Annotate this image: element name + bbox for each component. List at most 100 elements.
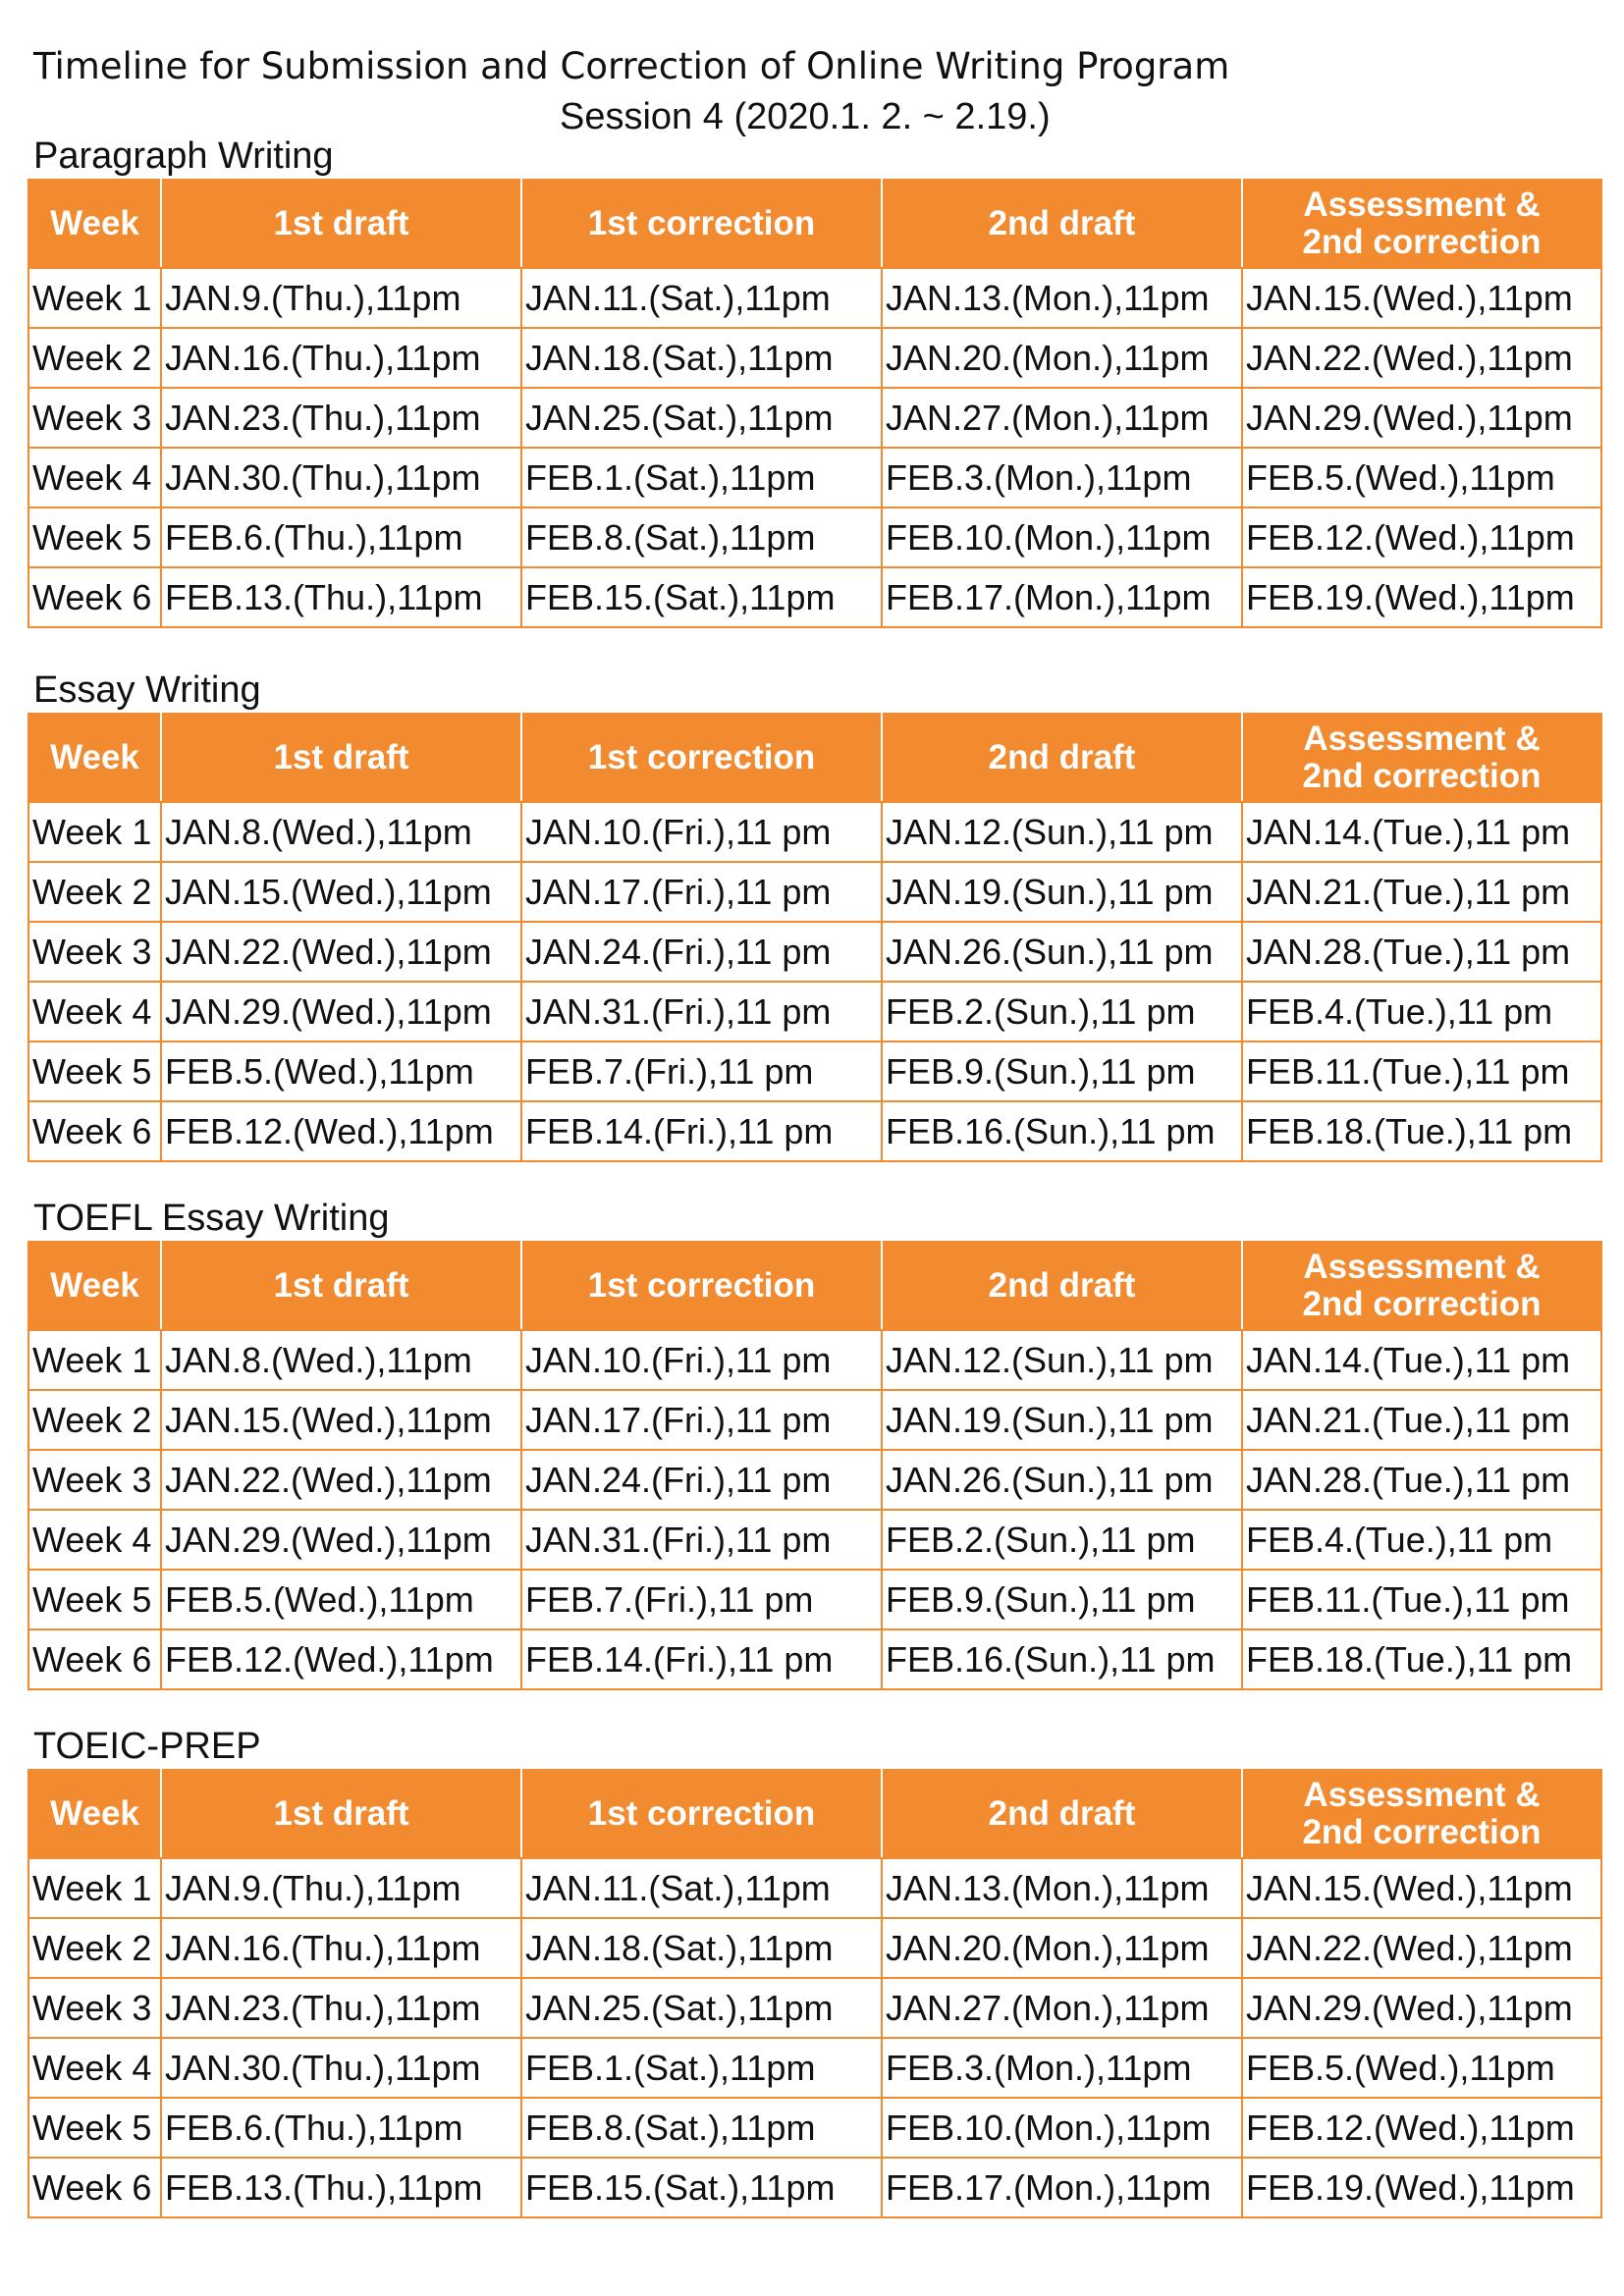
- first-correction-cell: JAN.25.(Sat.),11pm: [520, 387, 883, 449]
- table-header-row: Week 1st draft 1st correction 2nd draft …: [27, 713, 1602, 803]
- table-header-row: Week 1st draft 1st correction 2nd draft …: [27, 179, 1602, 269]
- assessment-cell: JAN.21.(Tue.),11 pm: [1241, 861, 1602, 923]
- header-assessment-line2: 2nd correction: [1302, 757, 1542, 795]
- header-week: Week: [27, 713, 162, 803]
- first-draft-cell: FEB.5.(Wed.),11pm: [160, 1569, 522, 1630]
- assessment-cell: JAN.22.(Wed.),11pm: [1241, 1917, 1602, 1979]
- assessment-cell: FEB.5.(Wed.),11pm: [1241, 2037, 1602, 2099]
- week-cell: Week 2: [27, 327, 162, 389]
- header-week: Week: [27, 1241, 162, 1331]
- second-draft-cell: JAN.12.(Sun.),11 pm: [881, 1329, 1243, 1391]
- first-correction-cell: JAN.18.(Sat.),11pm: [520, 1917, 883, 1979]
- first-correction-cell: FEB.15.(Sat.),11pm: [520, 2157, 883, 2218]
- first-correction-cell: FEB.14.(Fri.),11 pm: [520, 1629, 883, 1690]
- second-draft-cell: JAN.12.(Sun.),11 pm: [881, 801, 1243, 863]
- week-cell: Week 1: [27, 801, 162, 863]
- week-cell: Week 6: [27, 1629, 162, 1690]
- second-draft-cell: FEB.2.(Sun.),11 pm: [881, 1509, 1243, 1571]
- second-draft-cell: FEB.3.(Mon.),11pm: [881, 447, 1243, 508]
- week-cell: Week 6: [27, 566, 162, 628]
- first-draft-cell: JAN.23.(Thu.),11pm: [160, 387, 522, 449]
- first-draft-cell: JAN.29.(Wed.),11pm: [160, 981, 522, 1042]
- first-draft-cell: FEB.12.(Wed.),11pm: [160, 1629, 522, 1690]
- assessment-cell: FEB.18.(Tue.),11 pm: [1241, 1629, 1602, 1690]
- first-correction-cell: FEB.15.(Sat.),11pm: [520, 566, 883, 628]
- section-paragraph-writing: Paragraph Writing Week 1st draft 1st cor…: [27, 133, 1602, 628]
- week-cell: Week 1: [27, 1329, 162, 1391]
- first-draft-cell: FEB.12.(Wed.),11pm: [160, 1100, 522, 1162]
- table-row: Week 2 JAN.16.(Thu.),11pm JAN.18.(Sat.),11…: [27, 1917, 1602, 1979]
- assessment-cell: JAN.22.(Wed.),11pm: [1241, 327, 1602, 389]
- table-row: Week 5 FEB.5.(Wed.),11pm FEB.7.(Fri.),11 p…: [27, 1569, 1602, 1630]
- assessment-cell: JAN.21.(Tue.),11 pm: [1241, 1389, 1602, 1451]
- week-cell: Week 2: [27, 861, 162, 923]
- schedule-table: Week 1st draft 1st correction 2nd draft …: [27, 1769, 1602, 2218]
- header-week: Week: [27, 1769, 162, 1859]
- assessment-cell: FEB.19.(Wed.),11pm: [1241, 566, 1602, 628]
- table-header-row: Week 1st draft 1st correction 2nd draft …: [27, 1769, 1602, 1859]
- first-correction-cell: JAN.31.(Fri.),11 pm: [520, 1509, 883, 1571]
- header-week: Week: [27, 179, 162, 269]
- table-row: Week 5 FEB.6.(Thu.),11pm FEB.8.(Sat.),11pm…: [27, 507, 1602, 568]
- second-draft-cell: FEB.10.(Mon.),11pm: [881, 2097, 1243, 2159]
- second-draft-cell: FEB.16.(Sun.),11 pm: [881, 1100, 1243, 1162]
- schedule-table: Week 1st draft 1st correction 2nd draft …: [27, 713, 1602, 1162]
- header-first-draft: 1st draft: [160, 179, 522, 269]
- header-assessment-line2: 2nd correction: [1302, 1285, 1542, 1323]
- second-draft-cell: JAN.19.(Sun.),11 pm: [881, 861, 1243, 923]
- page-title: Timeline for Submission and Correction o…: [33, 45, 1230, 87]
- schedule-table: Week 1st draft 1st correction 2nd draft …: [27, 179, 1602, 628]
- second-draft-cell: FEB.3.(Mon.),11pm: [881, 2037, 1243, 2099]
- first-correction-cell: FEB.7.(Fri.),11 pm: [520, 1041, 883, 1102]
- assessment-cell: JAN.28.(Tue.),11 pm: [1241, 921, 1602, 983]
- assessment-cell: FEB.4.(Tue.),11 pm: [1241, 981, 1602, 1042]
- second-draft-cell: FEB.2.(Sun.),11 pm: [881, 981, 1243, 1042]
- assessment-cell: FEB.12.(Wed.),11pm: [1241, 2097, 1602, 2159]
- week-cell: Week 4: [27, 1509, 162, 1571]
- header-assessment: Assessment & 2nd correction: [1241, 713, 1602, 803]
- assessment-cell: JAN.29.(Wed.),11pm: [1241, 387, 1602, 449]
- first-draft-cell: JAN.29.(Wed.),11pm: [160, 1509, 522, 1571]
- first-draft-cell: FEB.13.(Thu.),11pm: [160, 566, 522, 628]
- first-correction-cell: FEB.1.(Sat.),11pm: [520, 447, 883, 508]
- second-draft-cell: JAN.13.(Mon.),11pm: [881, 1857, 1243, 1919]
- week-cell: Week 4: [27, 2037, 162, 2099]
- section-heading: TOEFL Essay Writing: [33, 1198, 390, 1239]
- first-correction-cell: JAN.18.(Sat.),11pm: [520, 327, 883, 389]
- table-row: Week 5 FEB.6.(Thu.),11pm FEB.8.(Sat.),11pm…: [27, 2097, 1602, 2159]
- second-draft-cell: JAN.26.(Sun.),11 pm: [881, 1449, 1243, 1511]
- table-row: Week 4 JAN.30.(Thu.),11pm FEB.1.(Sat.),11p…: [27, 2037, 1602, 2099]
- header-assessment: Assessment & 2nd correction: [1241, 1769, 1602, 1859]
- first-draft-cell: JAN.22.(Wed.),11pm: [160, 921, 522, 983]
- first-correction-cell: FEB.8.(Sat.),11pm: [520, 2097, 883, 2159]
- table-header-row: Week 1st draft 1st correction 2nd draft …: [27, 1241, 1602, 1331]
- table-row: Week 1 JAN.9.(Thu.),11pm JAN.11.(Sat.),11p…: [27, 267, 1602, 329]
- assessment-cell: FEB.11.(Tue.),11 pm: [1241, 1569, 1602, 1630]
- table-row: Week 5 FEB.5.(Wed.),11pm FEB.7.(Fri.),11 p…: [27, 1041, 1602, 1102]
- header-first-correction: 1st correction: [520, 179, 883, 269]
- table-row: Week 1 JAN.8.(Wed.),11pm JAN.10.(Fri.),11 …: [27, 1329, 1602, 1391]
- week-cell: Week 3: [27, 921, 162, 983]
- header-second-draft: 2nd draft: [881, 713, 1243, 803]
- section-heading: Paragraph Writing: [33, 135, 334, 177]
- assessment-cell: JAN.15.(Wed.),11pm: [1241, 1857, 1602, 1919]
- header-assessment-line1: Assessment &: [1303, 186, 1541, 224]
- section-essay-writing: Essay Writing Week 1st draft 1st correct…: [27, 667, 1602, 1162]
- first-correction-cell: JAN.10.(Fri.),11 pm: [520, 1329, 883, 1391]
- first-draft-cell: JAN.16.(Thu.),11pm: [160, 1917, 522, 1979]
- second-draft-cell: FEB.9.(Sun.),11 pm: [881, 1569, 1243, 1630]
- second-draft-cell: FEB.10.(Mon.),11pm: [881, 507, 1243, 568]
- week-cell: Week 3: [27, 1977, 162, 2039]
- table-row: Week 2 JAN.15.(Wed.),11pm JAN.17.(Fri.),11…: [27, 861, 1602, 923]
- first-draft-cell: JAN.16.(Thu.),11pm: [160, 327, 522, 389]
- first-draft-cell: JAN.8.(Wed.),11pm: [160, 1329, 522, 1391]
- header-assessment-line1: Assessment &: [1303, 720, 1541, 758]
- first-draft-cell: JAN.30.(Thu.),11pm: [160, 2037, 522, 2099]
- header-first-draft: 1st draft: [160, 1241, 522, 1331]
- header-first-correction: 1st correction: [520, 713, 883, 803]
- first-correction-cell: JAN.11.(Sat.),11pm: [520, 1857, 883, 1919]
- assessment-cell: FEB.19.(Wed.),11pm: [1241, 2157, 1602, 2218]
- header-second-draft: 2nd draft: [881, 179, 1243, 269]
- table-row: Week 3 JAN.22.(Wed.),11pm JAN.24.(Fri.),11…: [27, 921, 1602, 983]
- table-row: Week 3 JAN.22.(Wed.),11pm JAN.24.(Fri.),11…: [27, 1449, 1602, 1511]
